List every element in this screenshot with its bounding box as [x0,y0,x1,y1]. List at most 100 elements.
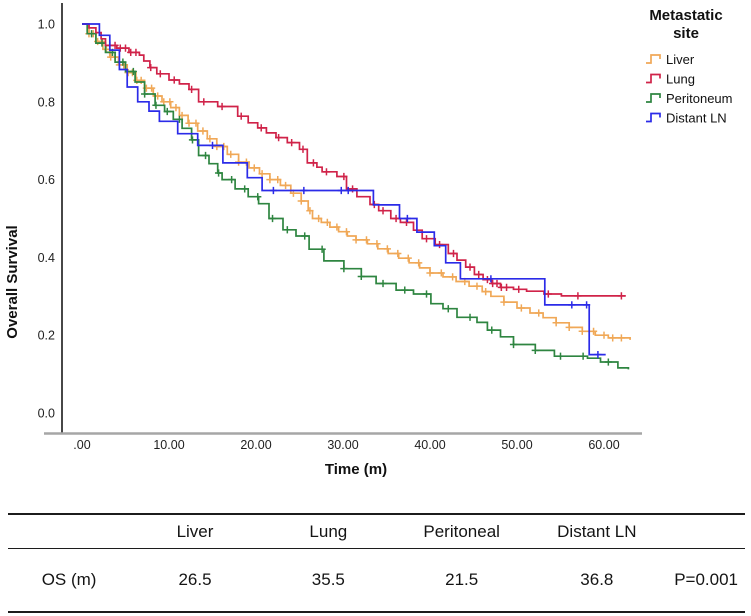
censor-mark-liver [449,273,457,281]
os-distant-ln-value: 36.8 [580,570,614,589]
censor-mark-liver [342,228,351,236]
censor-mark-peritoneum [340,265,348,273]
censor-mark-lung [275,133,283,142]
censor-mark-liver [415,259,423,267]
censor-mark-liver [315,214,323,223]
censor-mark-lung [170,76,178,84]
censor-mark-liver [258,170,266,178]
censor-mark-distant-ln [583,301,591,309]
series-curve-lung [82,23,626,297]
censor-mark-liver [185,119,193,127]
censor-mark-peritoneum [357,272,365,281]
x-tick-label: 50.00 [501,438,532,452]
y-tick-label: 0.2 [38,329,55,343]
censor-mark-lung [132,48,140,56]
censor-mark-lung [121,44,130,52]
km-chart: Overall Survival Time (m) Metastatic sit… [4,3,733,478]
row-label-os: OS (m) [41,570,97,589]
censor-mark-lung [617,292,625,300]
censor-mark-liver [206,135,214,143]
y-tick-label: 0.0 [38,407,55,421]
censor-mark-liver [333,223,341,231]
censor-mark-peritoneum [604,358,612,366]
censor-mark-liver [500,298,508,306]
censor-mark-liver [552,319,560,327]
censor-mark-lung [493,279,501,288]
legend-label-peritoneum: Peritoneum [666,91,732,106]
censor-mark-lung [502,283,511,291]
censor-mark-peritoneum [214,169,223,177]
censor-mark-liver [517,304,525,312]
censor-mark-peritoneum [531,346,539,354]
header-distant-ln: Distant LN [526,514,668,549]
header-empty [8,514,131,549]
censor-mark-liver [565,323,573,332]
header-peritoneal: Peritoneal [396,514,527,549]
censor-mark-liver [148,84,156,92]
censor-mark-liver [137,76,145,85]
censor-mark-peritoneum [444,305,452,313]
censor-mark-peritoneum [509,340,518,349]
x-tick-label: 30.00 [327,438,358,452]
censor-mark-liver [266,176,274,184]
censor-mark-liver [426,269,434,277]
series-curve-distant-ln [82,23,606,356]
censor-mark-liver [589,327,598,335]
x-tick-label: 60.00 [588,438,619,452]
censor-mark-liver [323,218,331,226]
x-axis-title: Time (m) [325,461,387,478]
header-lung: Lung [259,514,397,549]
censor-mark-distant-ln [594,351,602,359]
censor-mark-peritoneum [163,107,171,116]
legend-title-line2: site [673,25,699,42]
censor-mark-lung [544,290,552,298]
header-empty-right [667,514,745,549]
censor-mark-liver [404,254,412,262]
km-chart-svg: Overall Survival Time (m) Metastatic sit… [4,3,732,478]
censor-mark-peritoneum [556,352,565,360]
censor-mark-lung [322,168,331,176]
os-summary-table: Liver Lung Peritoneal Distant LN OS (m) … [8,513,745,613]
censor-mark-liver [617,334,625,342]
censor-mark-lung [515,285,523,293]
censor-mark-distant-ln [208,141,217,149]
censor-mark-distant-ln [568,301,576,309]
censor-mark-peritoneum [241,185,249,193]
censor-mark-peritoneum [119,58,127,66]
y-tick-label: 0.4 [38,251,55,265]
censor-mark-liver [172,104,180,112]
censor-mark-liver [473,282,481,290]
censor-mark-peritoneum [188,136,197,144]
censor-mark-lung [348,185,357,193]
censor-mark-peritoneum [422,290,431,298]
table-header-row: Liver Lung Peritoneal Distant LN [8,514,745,549]
legend-label-distant-ln: Distant LN [666,111,727,126]
censor-mark-liver [352,236,360,244]
censor-mark-distant-ln [269,186,277,195]
censor-mark-distant-ln [337,186,345,195]
censor-mark-liver [274,176,282,184]
os-lung-value: 35.5 [311,570,345,589]
censor-mark-peritoneum [488,326,496,334]
legend-title-line1: Metastatic [649,7,722,24]
os-peritoneal-value: 21.5 [445,570,479,589]
censor-mark-lung [237,112,245,120]
censor-mark-liver [609,334,617,342]
censor-mark-liver [160,98,168,106]
censor-mark-lung [200,98,208,106]
censor-mark-liver [482,288,490,296]
censor-mark-peritoneum [268,214,277,223]
legend-label-liver: Liver [666,52,695,67]
censor-mark-distant-ln [403,214,411,223]
p-value: P=0.001 [674,570,738,589]
legend-key-lung-icon [646,73,661,84]
censor-mark-liver [600,331,608,339]
censor-mark-liver [297,197,305,205]
censor-mark-peritoneum [579,352,587,360]
censor-mark-liver [178,111,186,120]
censor-mark-distant-ln [344,186,352,195]
censor-mark-lung [402,218,411,226]
censor-mark-peritoneum [301,232,309,240]
censor-mark-peritoneum [141,90,149,98]
